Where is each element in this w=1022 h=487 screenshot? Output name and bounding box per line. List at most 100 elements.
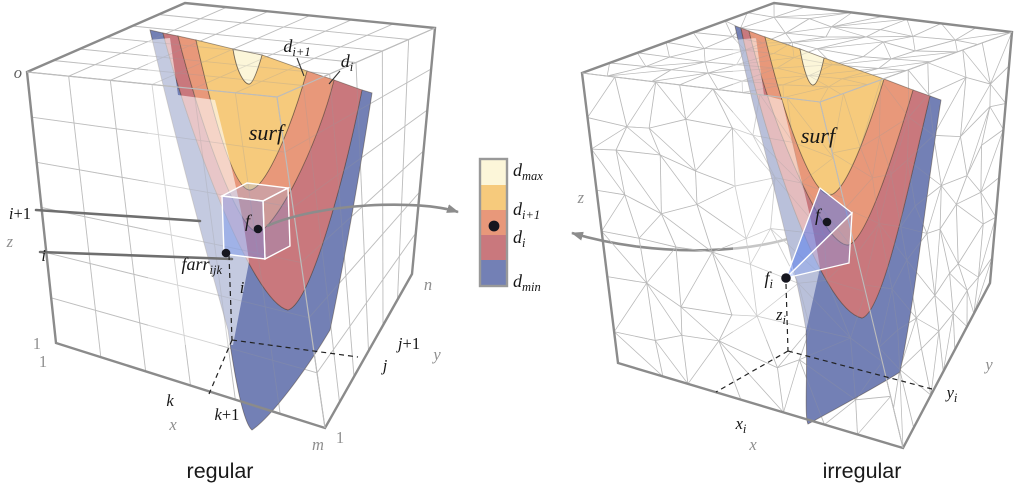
mesh-line [638, 237, 677, 248]
mesh-line [692, 32, 705, 49]
mesh-line [841, 78, 868, 85]
mesh-line [899, 369, 932, 396]
mesh-line [955, 27, 977, 41]
mesh-line [654, 340, 689, 385]
mesh-line [680, 306, 732, 316]
mesh-line [785, 32, 826, 38]
mesh-line [773, 42, 793, 54]
mesh-line [591, 148, 617, 151]
z-tick-i: i [41, 246, 46, 265]
mesh-line [960, 77, 967, 137]
mesh-line [756, 316, 778, 368]
mesh-line [671, 69, 709, 74]
mesh-line [591, 148, 626, 196]
mesh-line [624, 194, 662, 215]
mesh-line [966, 175, 982, 193]
mesh-line [973, 277, 979, 314]
mesh-line [696, 204, 747, 240]
mesh-line [930, 331, 940, 396]
mesh-line [878, 223, 908, 261]
mesh-line [878, 61, 931, 69]
mesh-line [707, 72, 719, 90]
mesh-line [669, 56, 706, 63]
mesh-line [878, 223, 901, 228]
mesh-line [793, 48, 818, 58]
mesh-line [962, 49, 967, 78]
mesh-line [649, 118, 686, 129]
mesh-line [704, 61, 709, 74]
mesh-line [891, 288, 917, 319]
mesh-line [717, 80, 743, 90]
mesh-line [734, 185, 747, 239]
mesh-line [956, 191, 982, 205]
mesh-line [615, 150, 626, 195]
mesh-line [883, 35, 913, 43]
mesh-line [933, 134, 961, 138]
mesh-line [817, 36, 867, 50]
mesh-line [955, 31, 1013, 41]
mesh-line [659, 154, 662, 214]
coord-zi-label: zi [775, 305, 786, 327]
mesh-line [685, 118, 733, 129]
mesh-line [926, 228, 941, 234]
mesh-line [939, 204, 957, 230]
mesh-line [863, 284, 893, 290]
mesh-line [654, 340, 664, 377]
mesh-line [615, 126, 628, 151]
mesh-line [973, 257, 993, 314]
mesh-line [879, 116, 909, 137]
mesh-line [939, 185, 942, 230]
mesh-line [989, 103, 1006, 108]
mesh-line [989, 106, 1004, 130]
mesh-line [614, 331, 656, 341]
mesh-line [817, 48, 864, 58]
mesh-line [740, 27, 763, 44]
mesh-line [798, 359, 825, 425]
mesh-line [949, 263, 959, 274]
mesh-line [862, 41, 884, 58]
y-tick-1: 1 [336, 428, 344, 447]
mesh-line [973, 277, 979, 314]
band-cream-right [799, 48, 825, 86]
mesh-line [740, 12, 748, 29]
mesh-line [718, 314, 733, 342]
mesh-line [933, 77, 967, 136]
grid-line [292, 109, 428, 208]
mesh-line [938, 313, 954, 332]
mesh-line [866, 36, 884, 43]
mesh-line [831, 26, 867, 38]
mesh-line [831, 15, 884, 28]
mesh-line [637, 52, 670, 58]
mesh-line [669, 56, 706, 63]
highlighted-tetrahedron [783, 186, 853, 280]
mesh-line [685, 118, 733, 129]
mesh-line [648, 81, 657, 129]
mesh-line [624, 194, 662, 215]
mesh-line [724, 20, 733, 37]
mesh-line [949, 272, 968, 291]
mesh-line [872, 177, 880, 224]
projection-dashes-right [715, 283, 933, 393]
mesh-line [954, 40, 958, 52]
mesh-line [899, 369, 904, 449]
mesh-line [933, 77, 967, 136]
mesh-line [850, 338, 857, 400]
mesh-line [900, 226, 908, 261]
mesh-line [927, 62, 967, 78]
mesh-line [890, 50, 916, 60]
mesh-line [980, 145, 982, 193]
mesh-line [651, 72, 709, 82]
mesh-line [828, 78, 843, 88]
mesh-line [906, 233, 928, 261]
mesh-line [626, 126, 661, 156]
mesh-line [718, 340, 784, 413]
mesh-line [940, 136, 961, 186]
mesh-line [841, 68, 879, 80]
mesh-line [882, 41, 892, 60]
mesh-line [661, 213, 713, 253]
mesh-line [962, 49, 967, 78]
mesh-line [661, 204, 698, 215]
mesh-line [587, 117, 627, 128]
mesh-line [756, 282, 799, 317]
mesh-line [990, 83, 1007, 104]
